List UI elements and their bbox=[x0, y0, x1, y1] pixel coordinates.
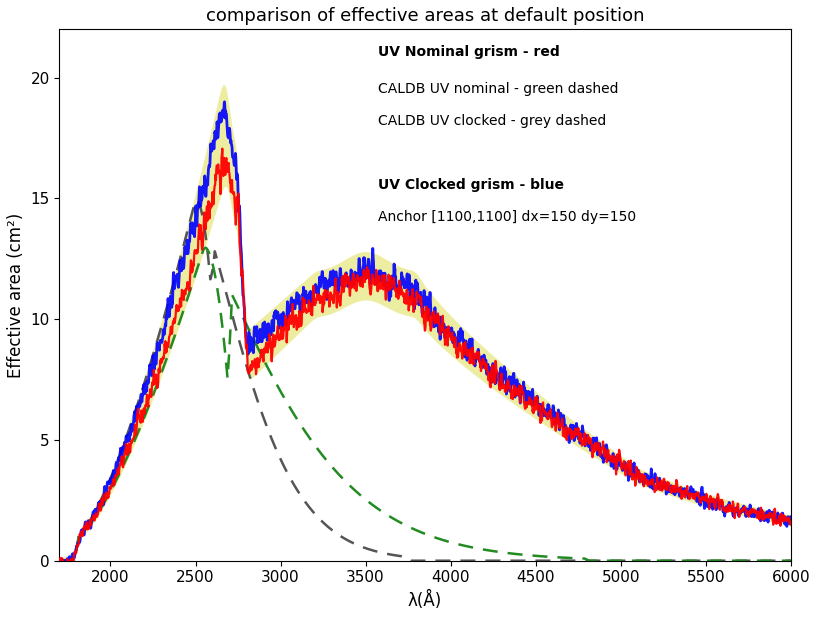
Title: comparison of effective areas at default position: comparison of effective areas at default… bbox=[206, 7, 645, 25]
Text: CALDB UV clocked - grey dashed: CALDB UV clocked - grey dashed bbox=[377, 114, 606, 128]
Text: UV Clocked grism - blue: UV Clocked grism - blue bbox=[377, 178, 564, 192]
Text: UV Nominal grism - red: UV Nominal grism - red bbox=[377, 45, 560, 59]
Text: CALDB UV nominal - green dashed: CALDB UV nominal - green dashed bbox=[377, 83, 618, 96]
X-axis label: λ(Å): λ(Å) bbox=[408, 591, 442, 610]
Y-axis label: Effective area (cm²): Effective area (cm²) bbox=[7, 212, 25, 378]
Text: Anchor [1100,1100] dx=150 dy=150: Anchor [1100,1100] dx=150 dy=150 bbox=[377, 210, 636, 224]
